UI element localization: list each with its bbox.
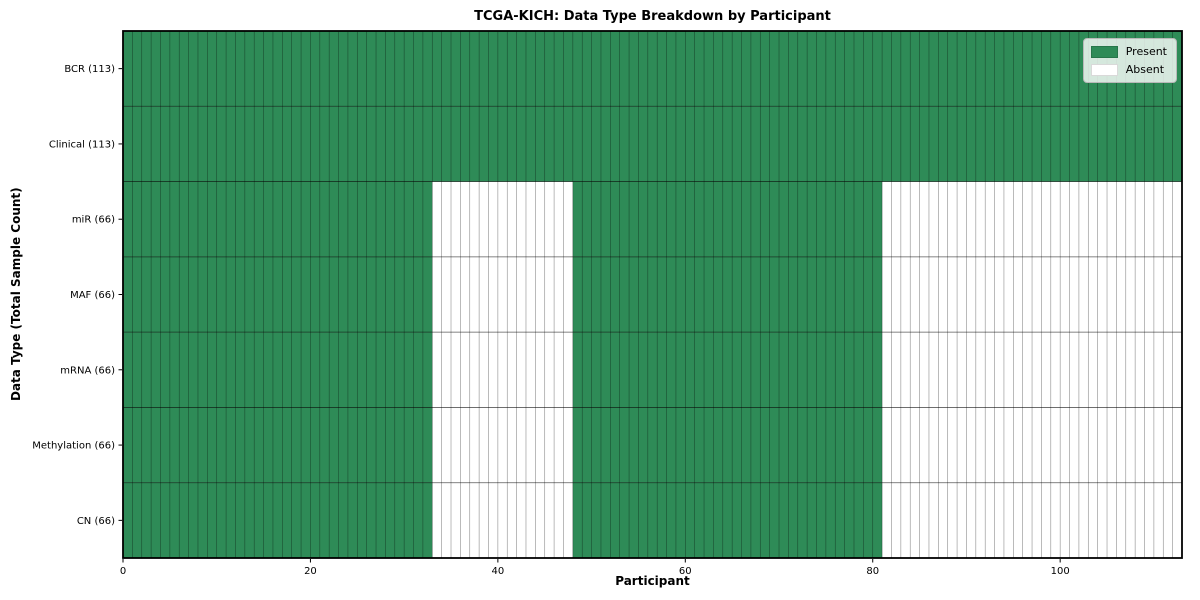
legend-item-present: Present xyxy=(1090,45,1167,58)
present-band xyxy=(123,31,1182,107)
present-band xyxy=(123,106,1182,182)
y-tick-label: Clinical (113) xyxy=(49,139,115,150)
plot-frame xyxy=(122,30,1183,559)
x-tick-label: 0 xyxy=(120,566,126,577)
y-axis-label: Data Type (Total Sample Count) xyxy=(9,187,23,402)
x-tick-label: 60 xyxy=(679,566,692,577)
legend: Present Absent xyxy=(1082,38,1177,83)
present-band xyxy=(572,256,883,333)
present-band xyxy=(572,407,883,483)
present-band xyxy=(123,332,433,408)
y-tick-label: CN (66) xyxy=(77,516,115,527)
present-band xyxy=(572,482,883,558)
present-band xyxy=(123,407,433,483)
x-tick-label: 20 xyxy=(304,566,317,577)
legend-item-absent: Absent xyxy=(1090,63,1167,76)
present-band xyxy=(572,181,883,257)
present-band xyxy=(572,332,883,408)
legend-label-absent: Absent xyxy=(1125,63,1165,76)
present-band xyxy=(123,482,433,558)
y-tick-label: BCR (113) xyxy=(64,64,115,75)
y-tick-label: mRNA (66) xyxy=(60,365,115,376)
y-tick-label: miR (66) xyxy=(72,215,115,226)
y-tick-label: MAF (66) xyxy=(70,290,115,301)
legend-label-present: Present xyxy=(1125,45,1167,58)
x-axis-label: Participant xyxy=(615,574,690,588)
chart-title: TCGA-KICH: Data Type Breakdown by Partic… xyxy=(474,9,831,24)
present-swatch xyxy=(1090,45,1118,58)
x-tick-label: 80 xyxy=(866,566,879,577)
present-band xyxy=(123,256,433,333)
absent-swatch xyxy=(1090,63,1118,76)
y-tick-label: Methylation (66) xyxy=(32,441,115,452)
present-band xyxy=(123,181,433,257)
x-tick-label: 40 xyxy=(492,566,505,577)
x-tick-label: 100 xyxy=(1051,566,1070,577)
